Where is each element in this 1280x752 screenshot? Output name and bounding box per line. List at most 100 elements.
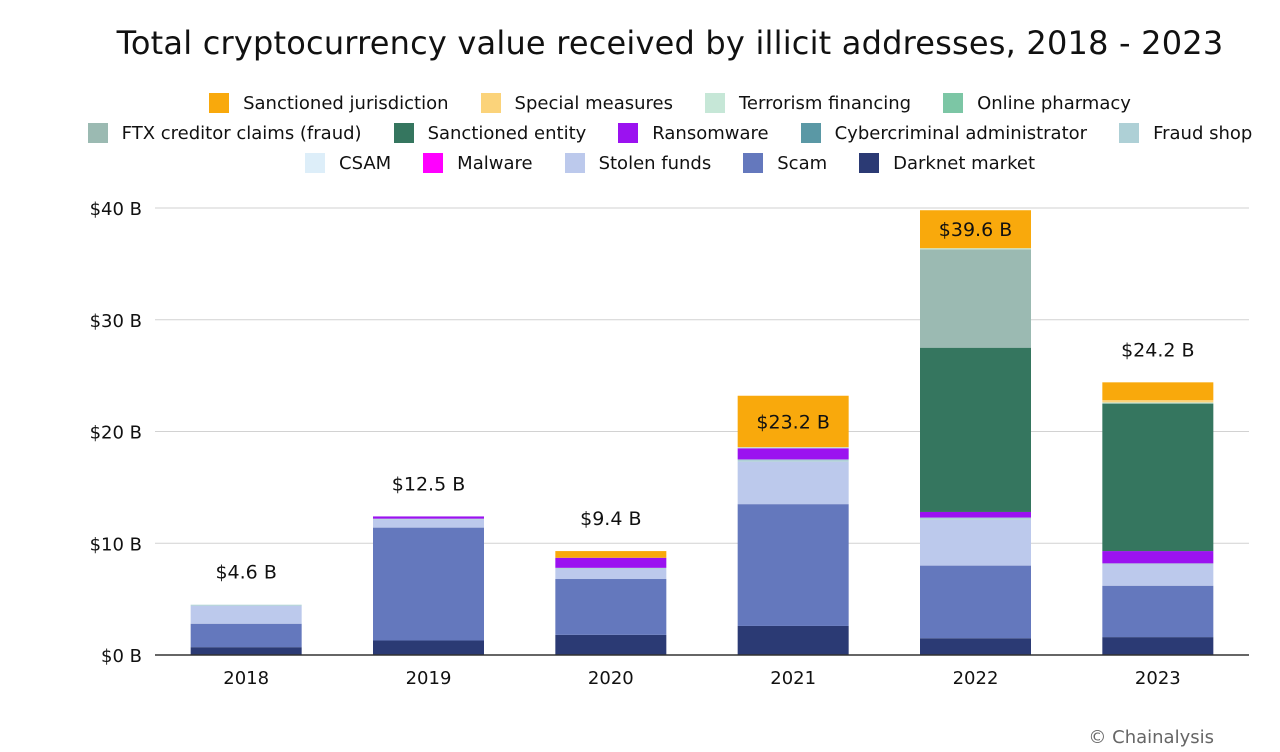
legend-label: Darknet market (893, 152, 1035, 174)
legend-item-sanctioned-jurisdiction: Sanctioned jurisdiction (209, 92, 449, 114)
bar-segment-sanctioned-jurisdiction (737, 395, 849, 448)
legend-label: Stolen funds (598, 152, 712, 174)
legend-item-special-measures: Special measures (480, 92, 673, 114)
legend-item-malware: Malware (423, 152, 533, 174)
legend-row: FTX creditor claims (fraud) Sanctioned en… (0, 118, 1280, 148)
bar-segment-darknet-market (1102, 637, 1214, 655)
legend-swatch (943, 93, 964, 113)
bar-total-label: $23.2 B (756, 411, 829, 433)
bar-total-label: $24.2 B (1121, 339, 1194, 361)
legend-swatch (800, 123, 821, 143)
legend-swatch (859, 153, 880, 173)
legend-swatch (305, 153, 325, 173)
bar-segment-stolen-funds (920, 519, 1031, 566)
y-tick-label: $0 B (101, 646, 142, 667)
legend-item-scam: Scam (743, 153, 827, 174)
bar-segment-fraud-shop (373, 518, 484, 520)
bar-segment-sanctioned-jurisdiction (920, 210, 1031, 249)
bar-segment-stolen-funds (1102, 564, 1214, 586)
chart-title: Total cryptocurrency value received by i… (116, 24, 1224, 62)
bar-segment-darknet-market (555, 634, 667, 655)
legend-label: Terrorism financing (739, 92, 912, 114)
legend-item-fraud-shop: Fraud shop (1119, 123, 1252, 144)
bar-segment-fraud-shop (737, 459, 849, 462)
bar-segment-stolen-funds (373, 519, 484, 528)
legend-row: Sanctioned jurisdiction Special measures T… (0, 88, 1280, 118)
bar-segment-terrorism-financing (920, 248, 1031, 250)
y-tick-label: $20 B (90, 423, 142, 444)
bar-segment-scam (1102, 585, 1214, 638)
legend-swatch (564, 153, 585, 173)
bar-segment-ransomware (737, 448, 849, 460)
legend-label: Fraud shop (1153, 122, 1253, 144)
legend-swatch (743, 153, 764, 173)
legend-swatch (87, 123, 108, 143)
legend-item-sanctioned-entity: Sanctioned entity (393, 123, 586, 144)
x-tick-label: 2018 (223, 668, 269, 689)
bar-segment-scam (737, 504, 849, 626)
bar-segment-sanctioned-jurisdiction (555, 551, 667, 558)
y-tick-label: $40 B (90, 199, 142, 220)
bar-segment-sanctioned-entity (1102, 403, 1214, 552)
bar-segment-stolen-funds (555, 568, 667, 580)
legend-label: Ransomware (652, 122, 769, 144)
bar-segment-sanctioned-jurisdiction (1102, 382, 1214, 401)
x-tick-label: 2022 (953, 668, 999, 689)
bar-segment-fraud-shop (555, 567, 667, 569)
legend-item-stolen-funds: Stolen funds (564, 152, 712, 174)
legend-label: Malware (457, 152, 533, 174)
legend-row: CSAM Malware Stolen funds Scam Darknet marke… (0, 148, 1280, 178)
bar-segment-ransomware (1102, 551, 1214, 564)
bar-segment-scam (920, 565, 1031, 639)
bar-segment-special-measures (1102, 400, 1214, 403)
bar-segment-ransomware (555, 557, 667, 568)
legend-swatch (618, 123, 639, 143)
x-tick-label: 2021 (770, 668, 816, 689)
bar-segment-ftx-creditor-claims-fraud (920, 249, 1031, 348)
bar-total-label: $9.4 B (580, 508, 641, 530)
legend-label: Online pharmacy (977, 92, 1131, 114)
legend-swatch (393, 123, 414, 143)
y-tick-label: $10 B (90, 534, 142, 555)
legend-swatch (480, 93, 501, 113)
bar-segment-scam (190, 623, 302, 648)
legend-item-online-pharmacy: Online pharmacy (943, 93, 1131, 114)
legend-item-ftx-creditor-claims-fraud: FTX creditor claims (fraud) (87, 122, 362, 144)
bar-segment-darknet-market (737, 625, 849, 655)
chainalysis-credit: © Chainalysis (1088, 727, 1214, 748)
legend-item-terrorism-financing: Terrorism financing (705, 93, 911, 114)
legend-label: Special measures (514, 92, 673, 114)
bar-segment-terrorism-financing (737, 447, 849, 449)
x-tick-label: 2019 (406, 668, 452, 689)
bar-segment-fraud-shop (190, 604, 302, 606)
legend-item-csam: CSAM (305, 153, 391, 174)
bar-segment-terrorism-financing (1102, 402, 1214, 404)
bar-segment-darknet-market (190, 647, 302, 655)
bar-segment-fraud-shop (1102, 563, 1214, 565)
legend-swatch (209, 93, 230, 113)
legend-item-cybercriminal-administrator: Cybercriminal administrator (800, 122, 1088, 144)
legend-label: Scam (777, 152, 828, 174)
legend-swatch (1119, 123, 1140, 143)
legend-swatch (423, 153, 444, 173)
bar-segment-ransomware (920, 511, 1031, 518)
bar-segment-darknet-market (373, 640, 484, 655)
legend-item-ransomware: Ransomware (618, 122, 769, 144)
bar-total-label: $39.6 B (939, 219, 1012, 241)
bar-segment-ransomware (373, 516, 484, 519)
bar-segment-scam (373, 527, 484, 641)
legend-label: Sanctioned jurisdiction (243, 92, 449, 114)
bar-total-label: $4.6 B (215, 562, 276, 584)
legend-label: CSAM (339, 152, 392, 174)
y-tick-label: $30 B (90, 311, 142, 332)
bar-segment-sanctioned-entity (920, 347, 1031, 512)
bar-segment-stolen-funds (737, 461, 849, 505)
x-tick-label: 2023 (1135, 668, 1181, 689)
bar-segment-scam (555, 579, 667, 635)
legend-item-darknet-market: Darknet market (859, 153, 1035, 174)
legend-label: Cybercriminal administrator (834, 122, 1088, 144)
legend-label: FTX creditor claims (fraud) (121, 122, 362, 144)
bar-segment-fraud-shop (920, 517, 1031, 520)
x-tick-label: 2020 (588, 668, 634, 689)
